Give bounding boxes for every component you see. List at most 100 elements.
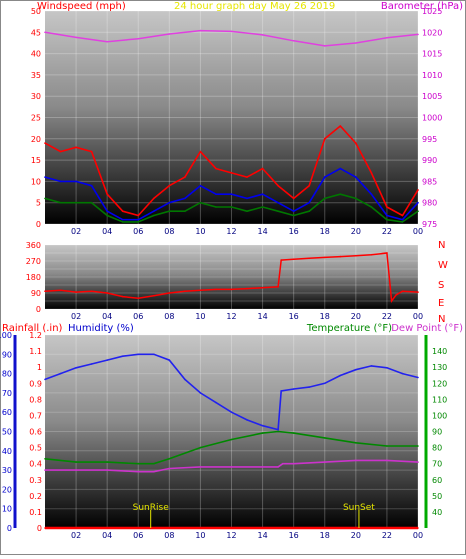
humidity-point <box>386 367 388 369</box>
temp-x-tick: 12 <box>226 531 236 540</box>
dewpoint-point <box>292 462 295 465</box>
temperature-point <box>261 432 264 434</box>
gust-point <box>168 184 171 187</box>
wind-direction-point <box>230 288 233 291</box>
wind-x-tick: 10 <box>195 227 205 236</box>
humidity-point <box>168 359 171 361</box>
humidity-y-tick: 50 <box>2 428 12 437</box>
rainfall-y-tick: 1.1 <box>29 347 42 356</box>
temperature-axis-label: Temperature (°F) <box>306 323 392 334</box>
wind-point <box>308 210 311 212</box>
windspeed-y-tick: 50 <box>31 7 41 16</box>
humidity-point <box>137 353 140 356</box>
temperature-y-tick: 120 <box>432 379 447 388</box>
wind-x-tick: 12 <box>226 227 236 236</box>
average-point <box>417 201 419 204</box>
temperature-point <box>106 461 108 463</box>
barometer-point <box>355 42 357 44</box>
temperature-y-tick: 50 <box>432 492 442 501</box>
average-point <box>230 193 233 195</box>
temperature-y-tick: 110 <box>432 395 447 404</box>
wind-x-tick: 04 <box>102 227 112 236</box>
average-point <box>168 201 171 204</box>
barometer-point <box>261 34 264 36</box>
temperature-y-tick: 90 <box>432 428 442 437</box>
wind-point <box>386 218 388 221</box>
average-point <box>199 184 202 187</box>
rainfall-y-tick: 0.5 <box>29 444 42 453</box>
temperature-point <box>292 432 295 434</box>
rainfall-y-tick: 1 <box>37 363 42 372</box>
temp-x-tick: 18 <box>320 531 330 540</box>
wind-x-tick: 16 <box>289 227 299 236</box>
rainfall-y-tick: 0.9 <box>29 379 42 388</box>
dewpoint-point <box>75 469 77 471</box>
barometer-y-tick: 1025 <box>422 7 442 16</box>
barometer-y-tick: 990 <box>422 156 437 165</box>
temperature-y-tick: 130 <box>432 363 447 372</box>
dewpoint-point <box>324 461 326 463</box>
average-point <box>401 218 404 221</box>
humidity-y-tick: 0 <box>7 524 12 533</box>
wind-direction-point <box>370 254 373 256</box>
barometer-point <box>44 31 46 34</box>
dewpoint-point <box>199 466 202 468</box>
windspeed-axis-label: Windspeed (mph) <box>37 1 126 12</box>
humidity-point <box>153 353 155 356</box>
average-point <box>261 193 264 195</box>
gust-point <box>59 150 62 153</box>
dewpoint-point <box>261 466 264 468</box>
humidity-point <box>417 376 419 379</box>
barometer-point <box>324 45 326 47</box>
windspeed-y-tick: 5 <box>36 199 41 208</box>
wind-x-tick: 08 <box>164 227 174 236</box>
temperature-y-tick: 80 <box>432 444 442 453</box>
temp-panel-background <box>45 335 418 528</box>
direction-x-tick: 22 <box>382 312 392 321</box>
wind-direction-point <box>355 254 357 257</box>
average-point <box>59 180 62 183</box>
barometer-axis-label: Barometer (hPa) <box>381 1 463 12</box>
direction-y-tick: 0 <box>36 305 41 314</box>
wind-x-tick: 00 <box>413 227 423 236</box>
humidity-point <box>355 368 357 371</box>
windspeed-y-tick: 45 <box>31 28 41 37</box>
temp-x-tick: 10 <box>195 531 205 540</box>
gust-point <box>90 150 93 153</box>
rainfall-y-tick: 0.8 <box>29 395 42 404</box>
dewpoint-point <box>153 470 155 473</box>
barometer-y-tick: 980 <box>422 199 437 208</box>
dewpoint-point <box>282 462 284 465</box>
temp-x-tick: 08 <box>164 531 174 540</box>
temp-x-tick: 14 <box>257 531 267 540</box>
dewpoint-point <box>137 470 140 473</box>
wind-point <box>75 201 77 204</box>
dewpoint-point <box>44 469 46 471</box>
temp-x-tick: 04 <box>102 531 112 540</box>
wind-direction-point <box>401 290 404 293</box>
average-point <box>324 176 326 178</box>
temperature-point <box>137 462 140 465</box>
wind-point <box>106 214 108 217</box>
barometer-point <box>168 33 171 35</box>
wind-panel-background <box>45 11 418 224</box>
windspeed-y-tick: 10 <box>31 177 41 186</box>
wind-point <box>401 221 404 223</box>
dewpoint-point <box>168 467 171 470</box>
rainfall-y-tick: 0.7 <box>29 411 42 420</box>
average-point <box>44 176 46 178</box>
wind-x-tick: 14 <box>257 227 267 236</box>
humidity-point <box>44 378 46 381</box>
gust-point <box>184 176 186 178</box>
windspeed-y-tick: 15 <box>31 156 41 165</box>
direction-x-tick: 10 <box>195 312 205 321</box>
barometer-point <box>292 40 295 42</box>
temperature-point <box>230 438 233 441</box>
rainfall-y-tick: 1.2 <box>29 331 42 340</box>
gust-point <box>106 193 108 195</box>
wind-point <box>153 214 155 217</box>
humidity-point <box>292 388 295 390</box>
temp-x-tick: 16 <box>289 531 299 540</box>
dewpoint-axis-label: Dew Point (°F) <box>391 323 463 334</box>
barometer-point <box>106 40 108 43</box>
